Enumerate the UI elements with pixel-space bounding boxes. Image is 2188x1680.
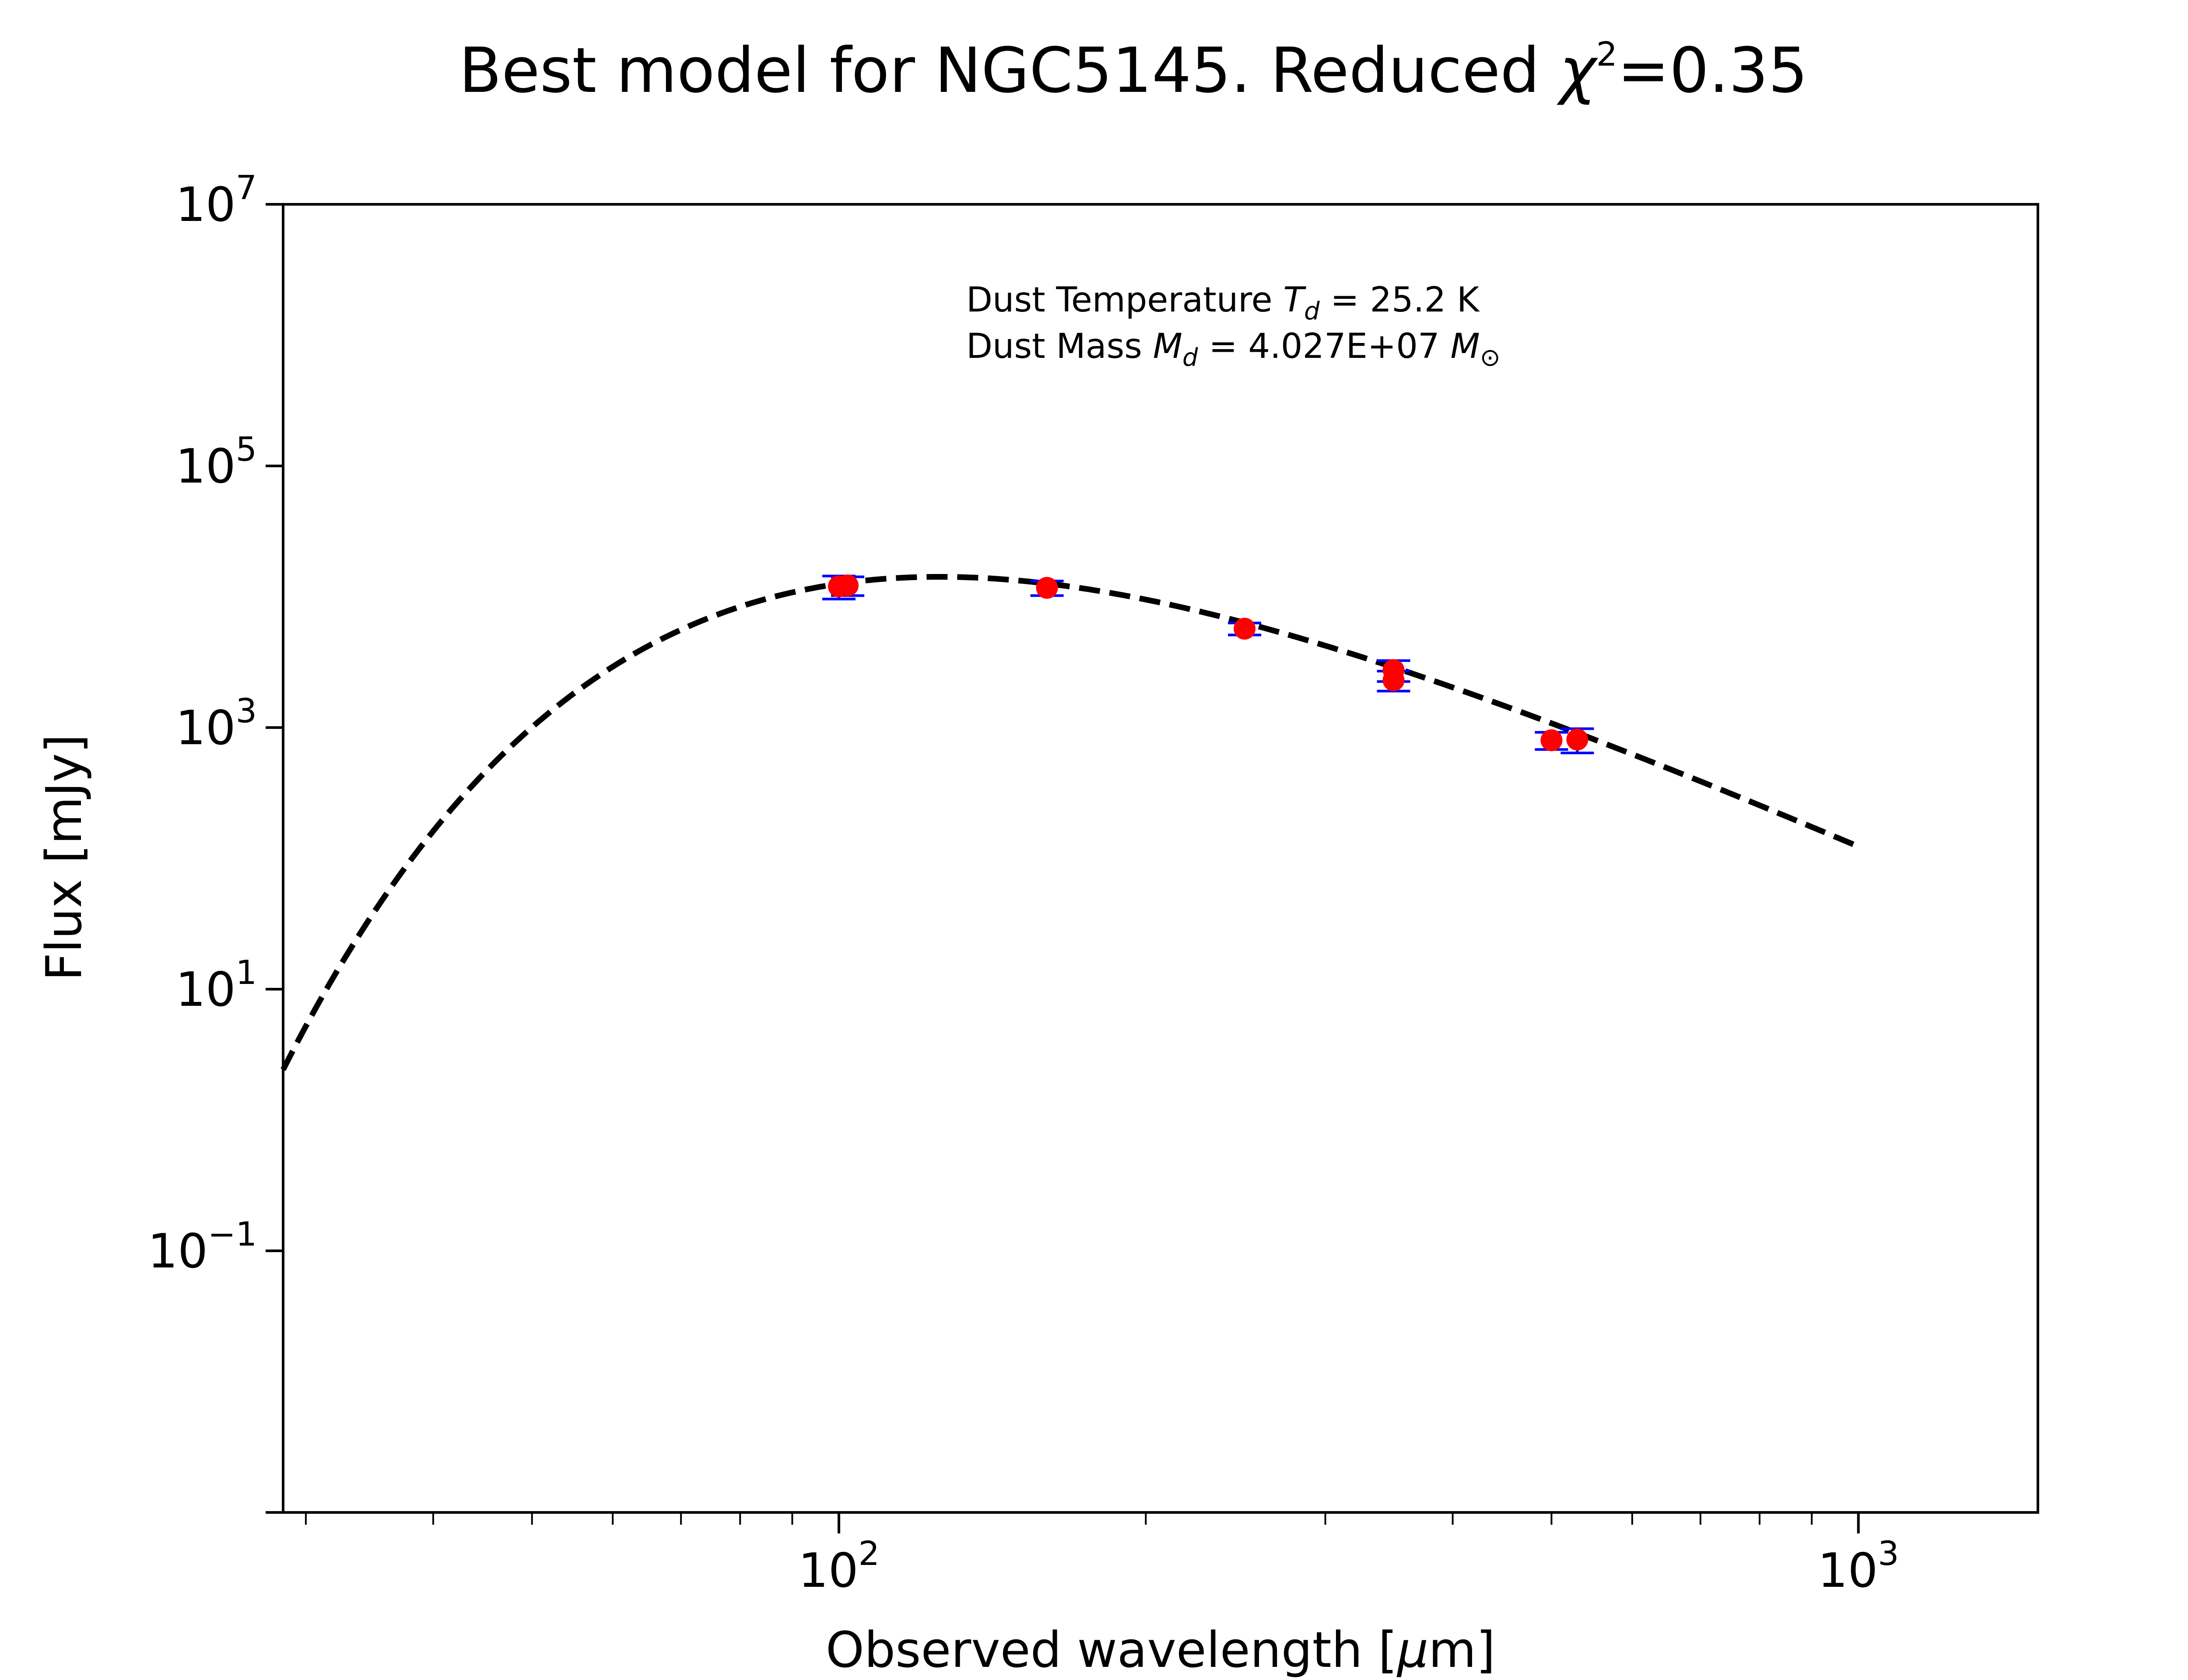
annotation-dust-mass: Dust Mass Md = 4.027E+07 M⊙ (966, 327, 1501, 372)
y-tick-label: 103 (175, 691, 257, 756)
y-tick-label: 101 (175, 953, 257, 1017)
data-point (1566, 728, 1588, 751)
annotation-dust-temperature: Dust Temperature Td = 25.2 K (966, 280, 1480, 326)
plot-area (282, 203, 2039, 1514)
y-tick-label: 10−1 (148, 1214, 257, 1279)
x-axis-ticks: 102 103 (305, 1512, 1899, 1598)
y-axis-label: Flux [mJy] (36, 734, 93, 981)
x-axis-label: Observed wavelength [μm] (826, 1622, 1495, 1679)
x-tick-label: 103 (1818, 1534, 1899, 1598)
chart-title: Best model for NGC5145. Reduced χ2=0.35 (459, 35, 1808, 107)
data-point (1234, 617, 1256, 640)
data-point (1382, 669, 1405, 691)
model-curve-group (281, 574, 1860, 1071)
data-point (837, 574, 859, 597)
y-axis-ticks: 10−1 101 103 105 107 (148, 168, 283, 1514)
y-tick-label: 107 (175, 168, 257, 232)
observations-group (822, 574, 1594, 754)
y-tick-label: 105 (175, 430, 257, 494)
model-curve (281, 574, 1860, 1071)
x-tick-label: 102 (798, 1534, 880, 1598)
data-point (1540, 729, 1563, 751)
data-point (1036, 577, 1058, 599)
